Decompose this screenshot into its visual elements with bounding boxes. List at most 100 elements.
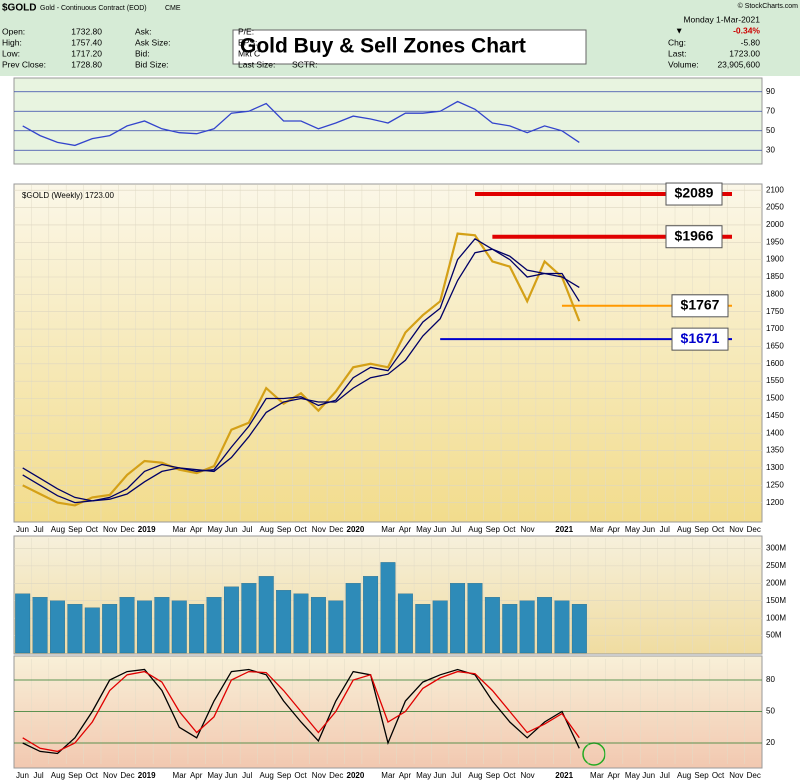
volume-bar <box>328 600 344 654</box>
x-tick-label: Apr <box>399 525 412 534</box>
x-tick-label: Jul <box>242 525 252 534</box>
volume-bar <box>502 604 518 654</box>
volume-bar <box>171 600 187 654</box>
header-field: Prev Close: <box>2 59 46 69</box>
volume-bar <box>519 600 535 654</box>
y-tick-label: 50M <box>766 631 782 640</box>
header-field: Open: <box>2 26 25 36</box>
x-tick-label: Oct <box>86 525 99 534</box>
y-tick-label: 300M <box>766 544 786 553</box>
header-field: Ask: <box>135 26 152 36</box>
x-tick-label: Aug <box>677 771 691 780</box>
x-tick-label: Jun <box>16 525 29 534</box>
y-tick-label: 1450 <box>766 411 784 420</box>
x-tick-label: Jul <box>451 771 461 780</box>
x-tick-label: Jul <box>33 525 43 534</box>
x-tick-label: Sep <box>694 771 709 780</box>
x-tick-label: Nov <box>520 525 534 534</box>
y-tick-label: 1950 <box>766 237 784 246</box>
price-legend: $GOLD (Weekly) 1723.00 <box>22 191 114 200</box>
x-tick-label: 2021 <box>555 771 573 780</box>
x-tick-label: May <box>625 771 640 780</box>
volume-bar <box>293 593 309 654</box>
title-box <box>232 29 587 65</box>
x-tick-label: Oct <box>712 771 725 780</box>
volume-bar <box>119 597 135 654</box>
x-tick-label: Oct <box>294 771 307 780</box>
series-line <box>22 248 580 502</box>
volume-bar <box>50 600 65 654</box>
change-pct: -0.34% <box>733 25 760 35</box>
volume-bar <box>537 597 553 654</box>
volume-bar <box>32 597 48 654</box>
header-field: Volume: <box>668 59 699 69</box>
x-tick-label: Mar <box>590 525 604 534</box>
x-tick-label: Apr <box>399 771 412 780</box>
series-line <box>22 668 580 755</box>
header-field: 1717.20 <box>71 48 102 58</box>
volume-bar <box>467 583 483 654</box>
x-tick-label: Sep <box>486 771 501 780</box>
y-tick-label: 70 <box>766 106 775 115</box>
copyright: © StockCharts.com <box>738 2 799 10</box>
y-tick-label: 2050 <box>766 203 784 212</box>
x-tick-label: Sep <box>486 525 501 534</box>
y-tick-label: 100M <box>766 613 786 622</box>
x-tick-label: May <box>416 525 431 534</box>
x-tick-label: Mar <box>173 771 187 780</box>
x-tick-label: 2020 <box>347 771 365 780</box>
x-tick-label: Mar <box>173 525 187 534</box>
x-tick-label: Sep <box>277 771 292 780</box>
y-tick-label: 200M <box>766 578 786 587</box>
volume-bar <box>380 562 396 654</box>
level-label: $2089 <box>675 185 714 201</box>
x-tick-label: Nov <box>312 771 326 780</box>
x-tick-label: May <box>207 525 222 534</box>
x-tick-label: Apr <box>190 525 203 534</box>
volume-bar <box>450 583 466 654</box>
volume-bar <box>206 597 222 654</box>
x-tick-label: Jun <box>225 525 238 534</box>
y-tick-label: 1800 <box>766 289 784 298</box>
x-tick-label: Aug <box>677 525 691 534</box>
y-tick-label: 90 <box>766 87 775 96</box>
x-tick-label: Aug <box>51 771 65 780</box>
x-tick-label: Aug <box>51 525 65 534</box>
x-tick-label: May <box>625 525 640 534</box>
volume-bar <box>189 604 205 654</box>
y-tick-label: 1650 <box>766 342 784 351</box>
y-tick-label: 1400 <box>766 428 784 437</box>
x-tick-label: Oct <box>86 771 99 780</box>
x-tick-label: Sep <box>68 771 83 780</box>
x-tick-label: Jun <box>433 525 446 534</box>
y-tick-label: 2000 <box>766 220 784 229</box>
title: Gold Buy & Sell Zones Chart <box>240 35 526 58</box>
volume-bar <box>415 604 431 654</box>
y-tick-label: 1300 <box>766 463 784 472</box>
x-tick-label: Jun <box>642 771 655 780</box>
header-field: Ask Size: <box>135 37 170 47</box>
header-field: Bid Size: <box>135 59 169 69</box>
date: Monday 1-Mar-2021 <box>683 14 760 24</box>
x-tick-label: Dec <box>120 525 134 534</box>
y-tick-label: 1850 <box>766 272 784 281</box>
down-arrow: ▼ <box>675 25 683 35</box>
volume-bar <box>223 586 239 654</box>
volume-bar <box>310 597 326 654</box>
volume-bar <box>15 593 31 654</box>
x-tick-label: Dec <box>329 525 343 534</box>
volume-bar <box>397 593 413 654</box>
header-field: Last: <box>668 48 686 58</box>
x-tick-label: Aug <box>468 525 482 534</box>
y-tick-label: 1750 <box>766 307 784 316</box>
x-tick-label: Jun <box>433 771 446 780</box>
rsi-panel <box>13 77 763 165</box>
x-tick-label: Dec <box>120 771 134 780</box>
y-tick-label: 2100 <box>766 185 784 194</box>
y-tick-label: 20 <box>766 738 775 747</box>
x-tick-label: Oct <box>503 771 516 780</box>
x-tick-label: Apr <box>607 525 620 534</box>
x-tick-label: Oct <box>503 525 516 534</box>
